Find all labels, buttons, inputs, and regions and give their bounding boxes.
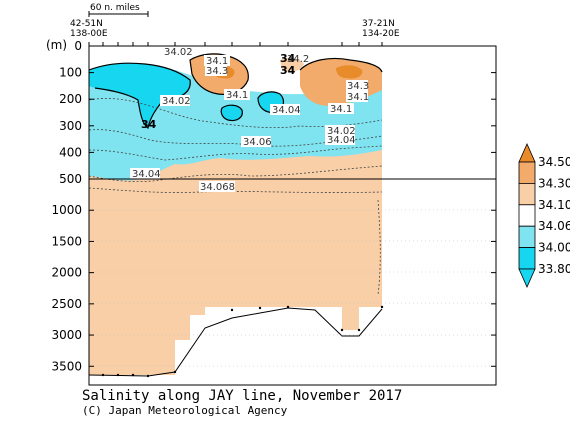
y-tick-label: 200 xyxy=(59,92,82,106)
bottom-topography xyxy=(88,307,383,377)
chart-credit: (C) Japan Meteorological Agency xyxy=(82,404,288,417)
salty-core-3 xyxy=(280,57,304,72)
y-tick-label: 300 xyxy=(59,119,82,133)
colorbar-cell xyxy=(518,247,536,270)
y-tick-label: 3000 xyxy=(51,328,82,342)
colorbar-cell xyxy=(518,161,536,184)
contour-label: 34.068 xyxy=(200,182,235,193)
colorbar-cell xyxy=(518,182,536,206)
contour-label: 34.02 xyxy=(164,47,193,58)
left-station-lat: 42-51N xyxy=(70,19,103,29)
y-tick-label: 1500 xyxy=(51,234,82,248)
contour-label: 34 xyxy=(141,118,157,131)
left-station-lon: 138-00E xyxy=(70,29,108,39)
contour-label: 34.1 xyxy=(347,92,369,103)
fresh-core-1 xyxy=(89,63,191,128)
y-axis-label: (m) xyxy=(46,38,67,52)
contour-label: 34.04 xyxy=(272,105,301,116)
y-tick-label: 0 xyxy=(74,39,82,53)
y-tick-label: 1000 xyxy=(51,203,82,217)
contour-labels: 34.02 34.02 34.1 34.1 34.3 34.3 34.1 34.… xyxy=(130,46,369,193)
contour-label: 34 xyxy=(280,52,296,65)
right-station-lon: 134-20E xyxy=(362,29,400,39)
colorbar-label: 34.10 xyxy=(538,198,570,212)
contour-label: 34.04 xyxy=(132,169,161,180)
colorbar-label: 34.30 xyxy=(538,176,570,190)
colorbar-label: 33.80 xyxy=(538,262,570,276)
y-tick-label: 2500 xyxy=(51,297,82,311)
colorbar-cell xyxy=(518,225,536,248)
colorbar: 34.50 34.30 34.10 34.06 34.00 33.80 xyxy=(518,143,570,288)
contour-label: 34.2 xyxy=(287,54,309,65)
y-tick-label: 400 xyxy=(59,145,82,159)
scale-label: 60 n. miles xyxy=(90,3,140,13)
bottom-points xyxy=(101,305,384,378)
y-tick-label: 3500 xyxy=(51,359,82,373)
contour-label: 34.04 xyxy=(327,135,356,146)
station-header: 60 n. miles 42-51N 138-00E 37-21N 134-20… xyxy=(70,3,400,39)
y-tick-label: 500 xyxy=(59,172,82,186)
deep-fill xyxy=(89,150,382,375)
colorbar-cell xyxy=(518,204,536,227)
contour-label: 34.1 xyxy=(330,104,352,115)
colorbar-top-triangle xyxy=(518,143,536,163)
colorbar-label: 34.06 xyxy=(538,219,570,233)
plot-frame xyxy=(88,45,497,386)
contour-label: 34.3 xyxy=(206,66,228,77)
colorbar-label: 34.50 xyxy=(538,155,570,169)
contour-label: 34.06 xyxy=(243,137,272,148)
y-tick-label: 2000 xyxy=(51,266,82,280)
colorbar-label: 34.00 xyxy=(538,241,570,255)
fresh-core-3 xyxy=(221,105,243,121)
saltiest-core-2 xyxy=(336,65,363,79)
contour-label: 34.1 xyxy=(206,56,228,67)
contour-label: 34 xyxy=(280,64,296,77)
contour-label: 34.02 xyxy=(162,96,191,107)
contour-label: 34.3 xyxy=(347,81,369,92)
y-axis: (m) 0 100 200 300 400 500 1000 1500 2000 2500 3000… xyxy=(46,38,496,373)
right-station-lat: 37-21N xyxy=(362,19,395,29)
contour-label: 34.1 xyxy=(226,90,248,101)
colorbar-bottom-triangle xyxy=(518,268,536,288)
chart-title: Salinity along JAY line, November 2017 xyxy=(82,388,402,404)
contour-label: 34.02 xyxy=(327,126,356,137)
y-tick-label: 100 xyxy=(59,66,82,80)
station-ticks xyxy=(88,42,383,46)
